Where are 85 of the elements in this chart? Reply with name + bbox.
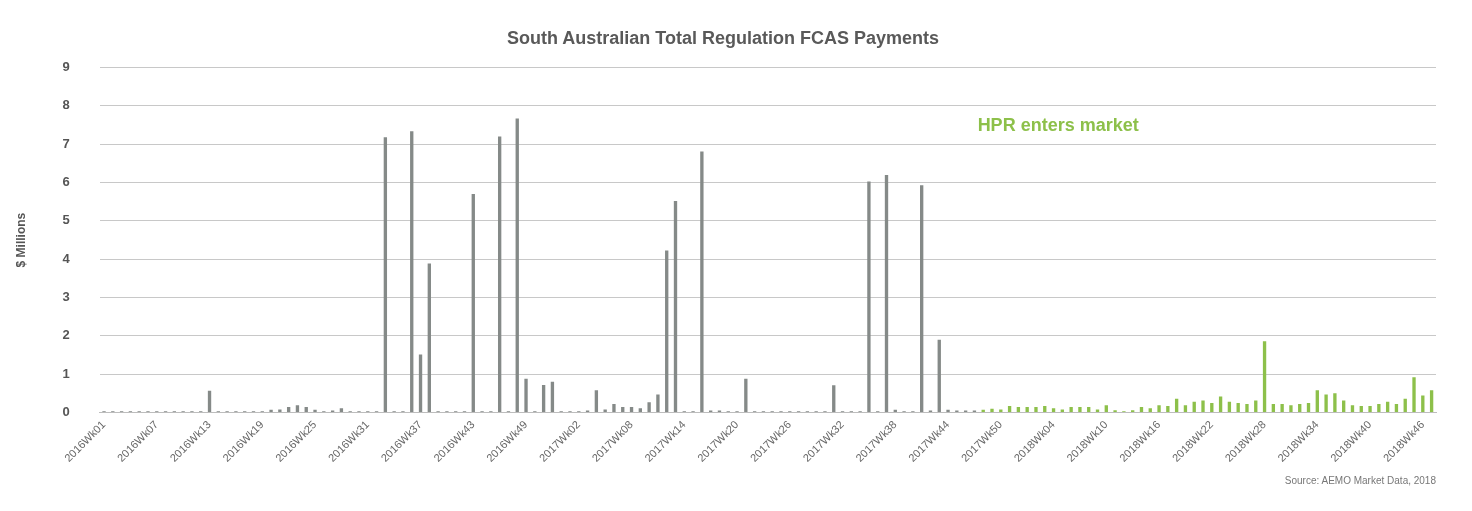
bar xyxy=(1262,341,1267,412)
bar xyxy=(515,118,519,412)
bar xyxy=(1148,408,1152,412)
bar xyxy=(339,408,344,412)
bar xyxy=(1333,393,1337,412)
bar xyxy=(867,181,871,412)
y-axis-title: $ Millions xyxy=(13,212,28,268)
bar xyxy=(656,394,660,412)
bar xyxy=(999,409,1003,412)
bar xyxy=(313,409,317,412)
bar xyxy=(594,390,599,412)
bar xyxy=(383,137,388,412)
bar xyxy=(1280,404,1284,412)
bar xyxy=(1412,377,1416,412)
bar xyxy=(1043,405,1047,412)
bar xyxy=(524,378,528,412)
bar xyxy=(647,402,651,412)
bar xyxy=(700,151,704,412)
bar xyxy=(1368,405,1372,412)
y-tick-label: 2 xyxy=(62,327,70,343)
bar xyxy=(1350,405,1355,412)
bar xyxy=(1095,409,1100,412)
bar xyxy=(1429,390,1434,412)
bar xyxy=(832,385,836,412)
bar xyxy=(497,136,502,412)
bar xyxy=(1210,402,1214,412)
bar xyxy=(286,407,291,412)
bar xyxy=(603,409,607,412)
chart-title: South Australian Total Regulation FCAS Payments xyxy=(506,27,940,48)
y-tick-label: 6 xyxy=(62,174,70,190)
y-tick-label: 5 xyxy=(62,212,70,228)
bar xyxy=(1236,402,1240,412)
y-tick-label: 3 xyxy=(62,289,70,305)
bar xyxy=(1394,404,1399,412)
bar xyxy=(269,409,273,412)
annotation: HPR enters market xyxy=(977,115,1139,136)
bar xyxy=(1377,404,1381,412)
bar xyxy=(1201,400,1205,412)
bar xyxy=(1324,394,1328,412)
bar xyxy=(295,405,300,412)
bar xyxy=(1104,405,1108,412)
bar xyxy=(884,174,889,412)
y-tick-label: 1 xyxy=(62,365,70,381)
y-tick-label: 4 xyxy=(62,250,71,266)
bar xyxy=(629,407,634,412)
y-tick-label: 0 xyxy=(62,404,70,420)
bar xyxy=(1183,405,1188,412)
bar xyxy=(1298,404,1302,412)
bar xyxy=(1359,405,1363,412)
bar xyxy=(427,263,431,412)
bar xyxy=(1007,405,1012,412)
y-tick-label: 7 xyxy=(62,135,70,151)
bar xyxy=(1245,404,1249,412)
bar xyxy=(471,194,475,412)
bar xyxy=(665,250,669,412)
bar xyxy=(1034,407,1038,412)
bar xyxy=(1025,407,1029,412)
bar xyxy=(1157,405,1161,412)
bar xyxy=(1218,396,1223,412)
bar xyxy=(1078,407,1082,412)
bar xyxy=(920,185,924,412)
bar xyxy=(612,404,616,412)
bar xyxy=(1051,408,1056,412)
y-tick-label: 8 xyxy=(62,97,70,113)
bar xyxy=(1306,402,1311,412)
bar xyxy=(410,131,414,412)
bar xyxy=(278,409,282,412)
bar xyxy=(638,408,642,412)
bar xyxy=(946,409,950,412)
bar xyxy=(1289,405,1293,412)
bar xyxy=(673,200,678,412)
bar xyxy=(304,407,308,412)
bar xyxy=(1315,390,1319,412)
bar xyxy=(1016,407,1021,412)
bar xyxy=(1069,407,1073,412)
bar xyxy=(1060,409,1065,412)
bar xyxy=(621,407,625,412)
bar xyxy=(1271,404,1276,412)
y-tick-label: 9 xyxy=(62,59,70,75)
bar xyxy=(1166,405,1170,412)
bar xyxy=(990,408,994,412)
bar xyxy=(1139,407,1144,412)
bar xyxy=(744,378,748,412)
source-note: Source: AEMO Market Data, 2018 xyxy=(1284,474,1437,486)
bar xyxy=(1087,407,1091,412)
